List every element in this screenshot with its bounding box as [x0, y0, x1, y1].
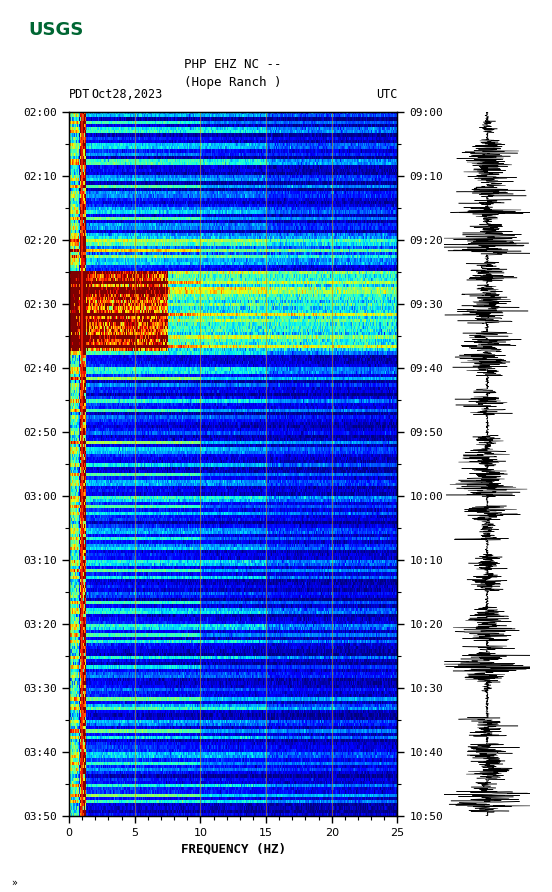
Text: PDT: PDT: [69, 87, 91, 101]
Text: »: »: [11, 878, 17, 888]
Text: PHP EHZ NC --: PHP EHZ NC --: [184, 58, 282, 71]
Text: (Hope Ranch ): (Hope Ranch ): [184, 76, 282, 89]
Text: USGS: USGS: [29, 21, 84, 39]
Text: UTC: UTC: [376, 87, 397, 101]
X-axis label: FREQUENCY (HZ): FREQUENCY (HZ): [181, 842, 286, 855]
Text: Oct28,2023: Oct28,2023: [91, 87, 162, 101]
